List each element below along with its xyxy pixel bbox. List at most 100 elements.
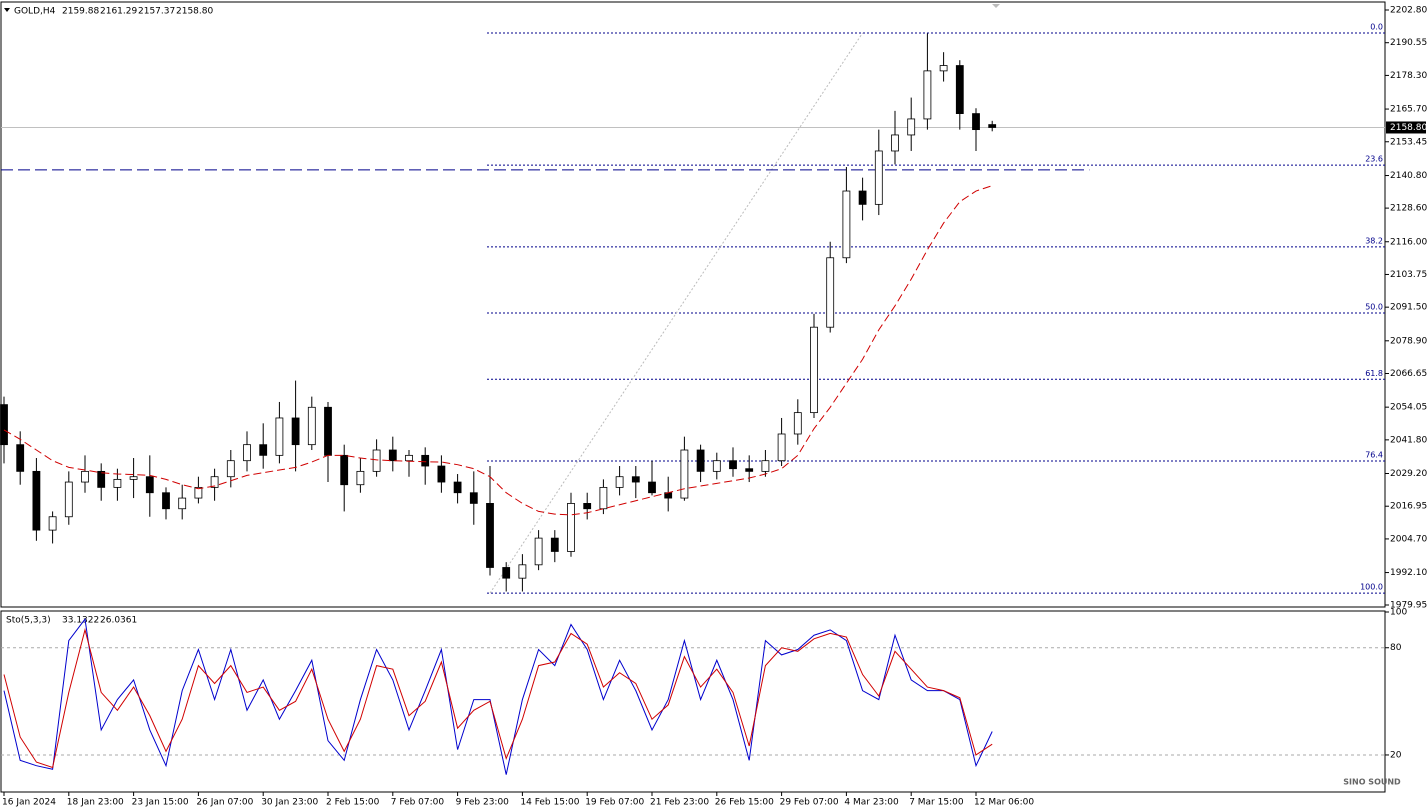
y-tick-label: 2004.70 — [1390, 534, 1427, 544]
candle-body — [0, 404, 8, 446]
candle-body — [518, 564, 527, 579]
candle-body — [48, 516, 57, 531]
y-tick-label: 2116.00 — [1390, 237, 1427, 247]
stoch-tick-label: 20 — [1390, 750, 1402, 760]
candle-body — [534, 537, 543, 566]
ohlc-open: 2159.88 — [62, 7, 99, 17]
candle-body — [842, 190, 851, 259]
candle-body — [502, 567, 511, 579]
candle-body — [129, 476, 138, 480]
price-label: 2158.80 — [1390, 123, 1427, 133]
candle-body — [421, 454, 430, 467]
candle-body — [955, 65, 964, 114]
candle-body — [81, 470, 89, 483]
y-tick-label: 2016.95 — [1390, 502, 1427, 512]
candle-body — [437, 465, 446, 483]
menu-arrow — [4, 8, 10, 12]
x-tick-label: 19 Feb 07:00 — [585, 798, 644, 808]
candle-body — [761, 460, 770, 472]
x-tick-label: 7 Feb 07:00 — [391, 798, 445, 808]
candle-body — [712, 460, 721, 472]
x-tick-label: 21 Feb 23:00 — [650, 798, 709, 808]
candle-body — [988, 124, 997, 128]
candle-body — [907, 118, 916, 136]
candle-body — [810, 326, 818, 414]
candle-body — [356, 470, 365, 486]
x-tick-label: 26 Jan 07:00 — [196, 798, 253, 808]
y-tick-label: 2153.45 — [1390, 137, 1427, 147]
candle-body — [210, 476, 219, 488]
y-tick-label: 2066.65 — [1390, 369, 1427, 379]
y-tick-label: 2190.55 — [1390, 38, 1427, 48]
candle-body — [145, 476, 154, 494]
candle-body — [583, 503, 592, 510]
fib-label: 38.2 — [1365, 236, 1383, 245]
y-tick-label: 2054.05 — [1390, 403, 1427, 413]
candle-body — [793, 412, 802, 435]
stoch-tick-label: 100 — [1390, 608, 1407, 618]
candle-body — [64, 481, 73, 518]
candle-body — [486, 503, 494, 568]
candle-body — [939, 65, 948, 72]
candle-body — [162, 492, 170, 510]
fib-label: 23.6 — [1365, 155, 1383, 164]
x-tick-label: 26 Feb 15:00 — [715, 798, 774, 808]
candle-body — [615, 476, 624, 488]
candle-body — [648, 481, 656, 494]
candle-body — [307, 406, 316, 446]
y-tick-label: 2091.50 — [1390, 303, 1427, 313]
main-frame — [0, 1, 1386, 608]
fib-label: 50.0 — [1365, 303, 1383, 312]
candle-body — [275, 417, 284, 456]
candle-body — [194, 486, 203, 499]
candle-body — [777, 433, 786, 462]
fib-label: 76.4 — [1365, 450, 1383, 459]
candle-body — [324, 406, 332, 456]
candle-body — [32, 470, 41, 531]
candle-body — [340, 454, 349, 486]
stoch-title: Sto(5,3,3) — [6, 616, 51, 626]
x-tick-label: 7 Mar 15:00 — [909, 798, 964, 808]
stoch-line — [3, 617, 993, 775]
candle-body — [453, 481, 462, 494]
x-tick-label: 30 Jan 23:00 — [261, 798, 318, 808]
candle-body — [226, 460, 235, 478]
shift-marker — [992, 4, 1000, 8]
candle-body — [891, 134, 899, 152]
stoch-line — [3, 627, 993, 769]
x-tick-label: 12 Mar 06:00 — [974, 798, 1034, 808]
y-tick-label: 2128.60 — [1390, 204, 1427, 214]
x-tick-label: 18 Jan 23:00 — [67, 798, 124, 808]
fib-trend — [489, 32, 864, 594]
candle-body — [178, 497, 187, 510]
x-tick-label: 2 Feb 15:00 — [326, 798, 380, 808]
x-tick-label: 4 Mar 23:00 — [844, 798, 899, 808]
candle-body — [550, 537, 559, 552]
y-tick-label: 1992.10 — [1390, 568, 1427, 578]
candle-body — [631, 476, 640, 483]
candle-body — [599, 486, 608, 510]
candle-body — [469, 492, 478, 504]
candle-body — [923, 70, 932, 120]
y-tick-label: 1979.95 — [1390, 601, 1427, 611]
candle-body — [874, 150, 883, 205]
candle-body — [113, 478, 122, 488]
y-tick-label: 2029.20 — [1390, 469, 1427, 479]
candle-body — [696, 449, 705, 472]
candle-body — [388, 449, 397, 462]
symbol: GOLD,H4 — [14, 7, 56, 17]
candle-body — [243, 444, 251, 462]
fib-label: 100.0 — [1360, 583, 1383, 592]
x-tick-label: 23 Jan 15:00 — [132, 798, 189, 808]
candle-body — [291, 417, 300, 446]
ohlc-low: 2157.37 — [138, 7, 175, 17]
ohlc-close: 2158.80 — [176, 7, 213, 17]
sub-frame — [0, 610, 1386, 793]
candle-body — [259, 444, 268, 456]
x-tick-label: 16 Jan 2024 — [2, 798, 56, 808]
candle-body — [97, 470, 106, 488]
candle-body — [680, 449, 689, 499]
y-tick-label: 2178.30 — [1390, 71, 1427, 81]
x-tick-label: 14 Feb 15:00 — [520, 798, 579, 808]
